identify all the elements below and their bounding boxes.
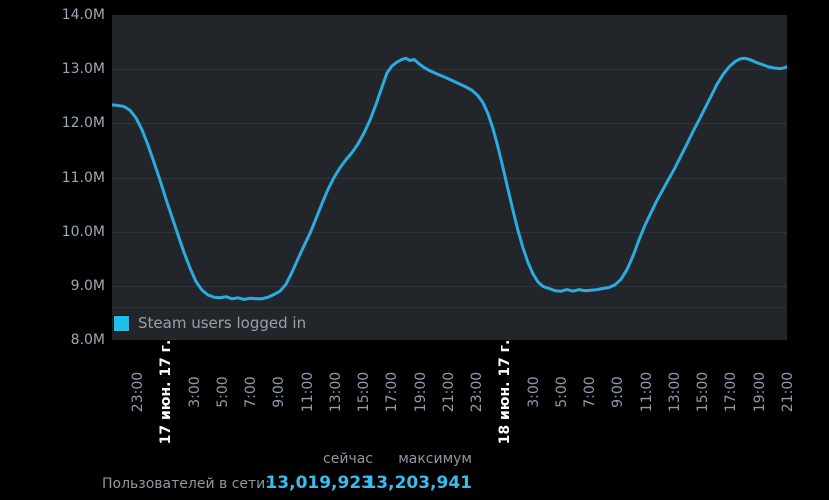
- x-time-label-15: 5:00: [554, 376, 570, 408]
- gridline-13.0M: [112, 69, 787, 70]
- stats-value-now: 13,019,923: [265, 473, 373, 493]
- y-tick-label-14.0M: 14.0M: [61, 7, 105, 23]
- x-time-label-23: 21:00: [780, 371, 796, 413]
- stats-header-max: максимум: [398, 451, 472, 467]
- x-time-label-14: 3:00: [526, 376, 542, 408]
- x-time-label-16: 7:00: [582, 376, 598, 408]
- x-time-label-21: 17:00: [723, 371, 739, 413]
- gridline-9.0M: [112, 286, 787, 287]
- stats-header-now: сейчас: [323, 451, 373, 467]
- x-time-label-19: 13:00: [667, 371, 683, 413]
- x-time-label-7: 13:00: [328, 371, 344, 413]
- x-time-label-11: 21:00: [441, 371, 457, 413]
- x-date-label-1: 17 июн. 17 г.: [158, 339, 174, 445]
- y-tick-label-11.0M: 11.0M: [61, 170, 105, 186]
- y-tick-label-13.0M: 13.0M: [61, 61, 105, 77]
- y-tick-label-8.0M: 8.0M: [70, 332, 105, 348]
- x-time-label-10: 19:00: [413, 371, 429, 413]
- steam-users-line-series: [112, 56, 787, 301]
- x-time-label-12: 23:00: [469, 371, 485, 413]
- legend-separator-line: [112, 307, 787, 308]
- legend-color-swatch-icon: [113, 314, 130, 332]
- y-tick-label-12.0M: 12.0M: [61, 115, 105, 131]
- x-time-label-20: 15:00: [695, 371, 711, 413]
- x-date-label-13: 18 июн. 17 г.: [497, 339, 513, 445]
- gridline-12.0M: [112, 123, 787, 124]
- chart-legend: Steam users logged in: [113, 314, 306, 332]
- x-time-label-17: 9:00: [610, 376, 626, 408]
- x-time-label-3: 5:00: [215, 376, 231, 408]
- y-tick-label-10.0M: 10.0M: [61, 224, 105, 240]
- gridline-11.0M: [112, 178, 787, 179]
- x-time-label-8: 15:00: [356, 371, 372, 413]
- stats-row-label: Пользователей в сети:: [102, 476, 270, 492]
- x-time-label-6: 11:00: [300, 371, 316, 413]
- x-time-label-18: 11:00: [639, 371, 655, 413]
- x-time-label-5: 9:00: [271, 376, 287, 408]
- stats-value-max: 13,203,941: [364, 473, 472, 493]
- x-time-label-9: 17:00: [384, 371, 400, 413]
- legend-label: Steam users logged in: [138, 314, 307, 332]
- x-time-label-0: 23:00: [130, 371, 146, 413]
- line-chart-canvas: [112, 56, 787, 301]
- gridline-10.0M: [112, 232, 787, 233]
- chart-plot-area[interactable]: Steam users logged in: [112, 15, 787, 340]
- x-time-label-2: 3:00: [187, 376, 203, 408]
- x-time-label-22: 19:00: [752, 371, 768, 413]
- x-time-label-4: 7:00: [243, 376, 259, 408]
- y-tick-label-9.0M: 9.0M: [70, 278, 105, 294]
